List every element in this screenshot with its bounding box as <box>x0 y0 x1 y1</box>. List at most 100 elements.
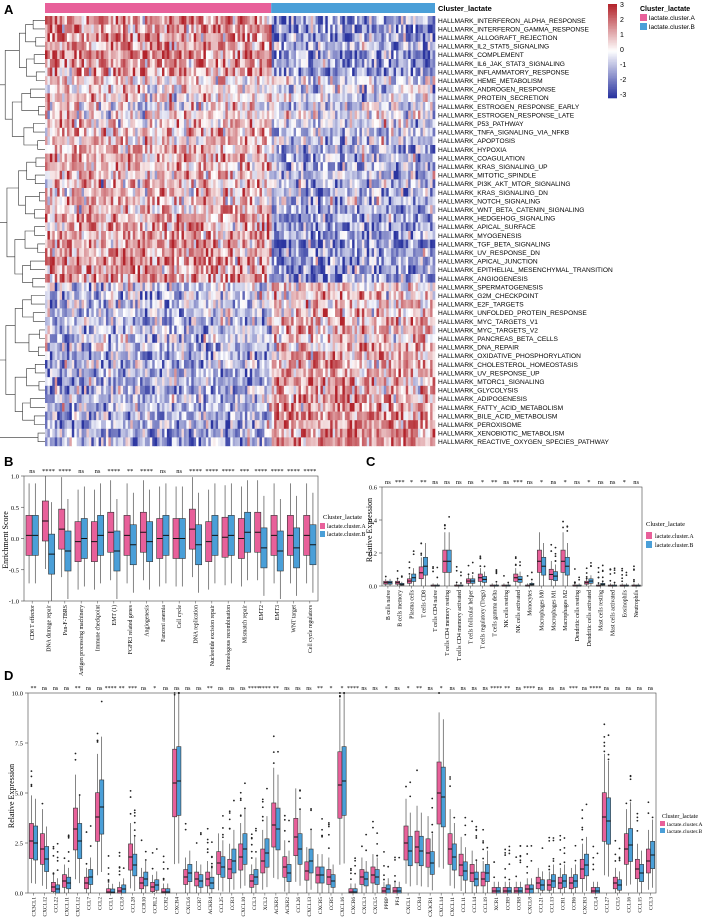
heatmap-cell <box>386 231 389 240</box>
heatmap-cell <box>125 119 129 128</box>
heatmap-cell <box>415 24 419 34</box>
heatmap-cell <box>59 59 63 68</box>
heatmap-cell <box>213 41 216 51</box>
heatmap-cell <box>54 24 58 34</box>
heatmap-cell <box>166 136 170 146</box>
heatmap-cell <box>179 67 182 77</box>
heatmap-cell <box>201 188 204 197</box>
heatmap-cell <box>218 188 221 197</box>
heatmap-cell <box>81 231 85 240</box>
heatmap-cell <box>374 188 377 197</box>
heatmap-cell <box>318 179 321 189</box>
heatmap-cell <box>45 222 48 232</box>
heatmap-cell <box>157 265 160 275</box>
heatmap-cell <box>339 127 343 137</box>
heatmap-cell <box>110 76 114 85</box>
heatmap-cell <box>101 248 104 257</box>
heatmap-cell <box>125 59 129 68</box>
heatmap-cell <box>274 110 277 120</box>
heatmap-cell <box>354 33 358 42</box>
heatmap-cell <box>261 170 265 180</box>
heatmap-cell <box>152 256 155 266</box>
heatmap-cell <box>235 222 238 232</box>
heatmap-cell <box>330 162 333 171</box>
heatmap-cell <box>266 136 270 146</box>
heatmap-cell <box>261 16 265 25</box>
heatmap-cell <box>300 196 304 206</box>
heatmap-cell <box>76 205 80 214</box>
heatmap-cell <box>408 231 411 240</box>
heatmap-cell <box>215 248 219 257</box>
heatmap-cell <box>357 41 360 51</box>
heatmap-cell <box>398 59 402 68</box>
heatmap-cell <box>244 153 248 163</box>
heatmap-cell <box>140 265 143 275</box>
heatmap-cell <box>315 179 319 189</box>
heatmap-cell <box>171 256 175 266</box>
heatmap-cell <box>196 76 199 85</box>
heatmap-cell <box>361 50 365 60</box>
heatmap-cell <box>427 59 431 68</box>
heatmap-cell <box>88 153 92 163</box>
heatmap-cell <box>310 248 314 257</box>
heatmap-cell <box>254 110 258 120</box>
heatmap-cell <box>125 93 129 103</box>
heatmap-cell <box>240 16 243 25</box>
heatmap-cell <box>422 33 426 42</box>
heatmap-cell <box>125 127 129 137</box>
heatmap-cell <box>164 136 168 146</box>
heatmap-cell <box>54 93 58 103</box>
heatmap-cell <box>357 179 360 189</box>
heatmap-cell <box>415 153 419 163</box>
heatmap-cell <box>415 50 419 60</box>
heatmap-cell <box>247 205 251 214</box>
heatmap-cell <box>162 188 165 197</box>
heatmap-cell <box>69 145 73 154</box>
heatmap-cell <box>105 84 109 94</box>
heatmap-cell <box>400 67 404 77</box>
heatmap-cell <box>88 84 92 94</box>
heatmap-cell <box>86 231 90 240</box>
heatmap-cell <box>330 179 333 189</box>
heatmap-cell <box>432 239 436 249</box>
heatmap-cell <box>320 196 324 206</box>
heatmap-cell <box>186 162 190 171</box>
heatmap-cell <box>115 153 119 163</box>
heatmap-cell <box>69 16 73 25</box>
heatmap-cell <box>110 84 114 94</box>
heatmap-cell <box>186 127 190 137</box>
heatmap-cell <box>403 127 407 137</box>
heatmap-cell <box>420 102 424 111</box>
heatmap-cell <box>215 222 219 232</box>
heatmap-cell <box>413 196 416 206</box>
heatmap-cell <box>71 67 75 77</box>
heatmap-cell <box>181 76 185 85</box>
heatmap-cell <box>140 205 143 214</box>
heatmap-cell <box>45 153 48 163</box>
heatmap-cell <box>181 119 185 128</box>
heatmap-cell <box>396 33 399 42</box>
heatmap-cell <box>410 33 414 42</box>
heatmap-cell <box>193 93 197 103</box>
heatmap-cell <box>330 145 333 154</box>
heatmap-cell <box>210 274 214 283</box>
heatmap-cell <box>249 179 253 189</box>
heatmap-cell <box>64 33 68 42</box>
heatmap-cell <box>266 33 270 42</box>
heatmap-cell <box>79 248 82 257</box>
heatmap-cell <box>137 16 141 25</box>
annotation-title: Cluster_lactate <box>438 4 492 13</box>
heatmap-cell <box>432 256 436 266</box>
heatmap-cell <box>154 256 158 266</box>
heatmap-cell <box>325 248 329 257</box>
heatmap-cell <box>247 41 251 51</box>
heatmap-cell <box>293 196 297 206</box>
heatmap-cell <box>62 93 65 103</box>
heatmap-cell <box>47 67 51 77</box>
heatmap-cell <box>383 239 387 249</box>
heatmap-cell <box>213 93 216 103</box>
heatmap-cell <box>103 188 107 197</box>
heatmap-cell <box>388 119 392 128</box>
heatmap-cell <box>264 231 268 240</box>
heatmap-cell <box>76 16 80 25</box>
